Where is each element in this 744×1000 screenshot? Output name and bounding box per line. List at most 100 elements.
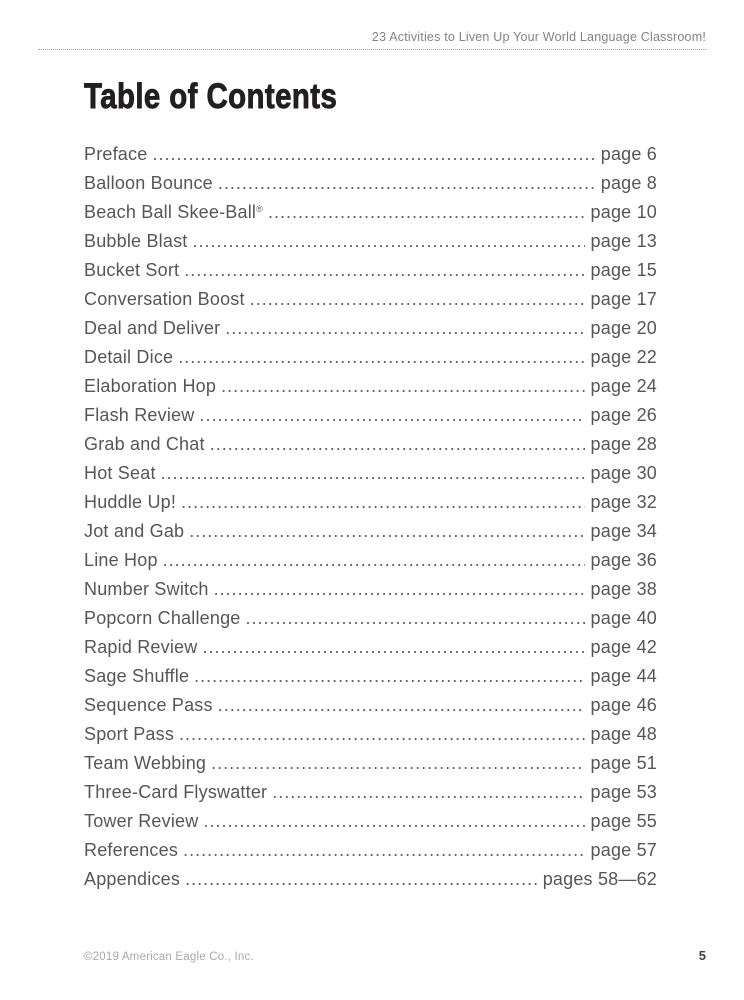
toc-entry-label: Deal and Deliver — [84, 318, 221, 338]
toc-entry-page: page 10 — [590, 202, 657, 222]
toc-entry-label: Detail Dice — [84, 347, 174, 367]
toc-dotted-leader: ........................................… — [225, 318, 585, 338]
toc-entry: Appendices .............................… — [84, 865, 657, 894]
toc-entry-page: page 42 — [590, 637, 657, 657]
toc-entry-page: page 51 — [590, 753, 657, 773]
toc-entry-page: page 28 — [590, 434, 657, 454]
toc-entry-label: Flash Review — [84, 405, 195, 425]
toc-entry-page: page 48 — [590, 724, 657, 744]
toc-dotted-leader: ........................................… — [217, 695, 585, 715]
toc-entry-label: Three-Card Flyswatter — [84, 782, 268, 802]
toc-entry: Preface ................................… — [84, 140, 657, 169]
toc-entry: Flash Review ...........................… — [84, 401, 657, 430]
toc-dotted-leader: ........................................… — [160, 463, 585, 483]
running-head: 23 Activities to Liven Up Your World Lan… — [38, 30, 706, 50]
toc-entry-page: page 22 — [590, 347, 657, 367]
toc-entry-label: Grab and Chat — [84, 434, 205, 454]
toc-entry-page: page 24 — [590, 376, 657, 396]
toc-entry: Rapid Review ...........................… — [84, 633, 657, 662]
toc-dotted-leader: ........................................… — [179, 724, 584, 744]
toc-entry-label: Conversation Boost — [84, 289, 245, 309]
toc-entry-label: References — [84, 840, 179, 860]
toc-entry-label: Preface — [84, 144, 148, 164]
toc-dotted-leader: ........................................… — [162, 550, 585, 570]
toc-entry-page: page 55 — [590, 811, 657, 831]
page-footer: ©2019 American Eagle Co., Inc. 5 — [84, 948, 706, 963]
toc-entry: Sport Pass .............................… — [84, 720, 657, 749]
toc-entry-page: page 6 — [600, 144, 657, 164]
toc-entry-page: page 38 — [590, 579, 657, 599]
toc-entry-page: page 40 — [590, 608, 657, 628]
toc-entry: Team Webbing ...........................… — [84, 749, 657, 778]
toc-entry-page: page 53 — [590, 782, 657, 802]
toc-entry: Sage Shuffle ...........................… — [84, 662, 657, 691]
toc-entry-page: page 57 — [590, 840, 657, 860]
toc-entry-page: page 32 — [590, 492, 657, 512]
toc-entry: Conversation Boost .....................… — [84, 285, 657, 314]
toc-entry-label: Team Webbing — [84, 753, 207, 773]
toc-entry-label: Bubble Blast — [84, 231, 188, 251]
toc-dotted-leader: ........................................… — [213, 579, 585, 599]
copyright-notice: ©2019 American Eagle Co., Inc. — [84, 951, 254, 963]
toc-entry-label: Huddle Up! — [84, 492, 177, 512]
toc-dotted-leader: ........................................… — [185, 869, 537, 889]
toc-entry-label: Bucket Sort — [84, 260, 180, 280]
toc-entry-label: Tower Review — [84, 811, 199, 831]
toc-entry: Detail Dice ............................… — [84, 343, 657, 372]
toc-dotted-leader: ........................................… — [267, 202, 585, 222]
toc-entry-label: Beach Ball Skee-Ball® — [84, 202, 263, 222]
toc-entry: Tower Review ...........................… — [84, 807, 657, 836]
toc-entry-page: page 15 — [590, 260, 657, 280]
toc-dotted-leader: ........................................… — [249, 289, 585, 309]
toc-entry-label: Rapid Review — [84, 637, 198, 657]
toc-entry: Three-Card Flyswatter ..................… — [84, 778, 657, 807]
toc-entry-label: Sage Shuffle — [84, 666, 190, 686]
toc-entry-label: Jot and Gab — [84, 521, 185, 541]
toc-entry-page: page 26 — [590, 405, 657, 425]
toc-dotted-leader: ........................................… — [152, 144, 595, 164]
toc-entry-page: page 8 — [600, 173, 657, 193]
toc-entry: Hot Seat ...............................… — [84, 459, 657, 488]
toc-list: Preface ................................… — [84, 140, 657, 894]
toc-entry-label: Sequence Pass — [84, 695, 213, 715]
toc-dotted-leader: ........................................… — [209, 434, 585, 454]
page-title: Table of Contents — [84, 77, 744, 116]
toc-entry-page: page 44 — [590, 666, 657, 686]
toc-entry: Bucket Sort ............................… — [84, 256, 657, 285]
toc-entry: Number Switch ..........................… — [84, 575, 657, 604]
toc-entry-label: Number Switch — [84, 579, 209, 599]
toc-dotted-leader: ........................................… — [202, 637, 584, 657]
toc-dotted-leader: ........................................… — [184, 260, 584, 280]
page-title-text: Table of Contents — [84, 77, 338, 116]
toc-entry: Bubble Blast ...........................… — [84, 227, 657, 256]
toc-dotted-leader: ........................................… — [181, 492, 584, 512]
toc-entry: Grab and Chat ..........................… — [84, 430, 657, 459]
toc-dotted-leader: ........................................… — [272, 782, 585, 802]
toc-entry: Jot and Gab ............................… — [84, 517, 657, 546]
toc-entry-label: Line Hop — [84, 550, 158, 570]
toc-entry-label: Elaboration Hop — [84, 376, 217, 396]
toc-dotted-leader: ........................................… — [203, 811, 584, 831]
toc-entry-page: page 20 — [590, 318, 657, 338]
toc-entry-page: page 46 — [590, 695, 657, 715]
toc-dotted-leader: ........................................… — [199, 405, 584, 425]
page-number: 5 — [698, 948, 706, 963]
toc-entry-label: Balloon Bounce — [84, 173, 213, 193]
toc-entry-page: page 13 — [590, 231, 657, 251]
toc-entry: Beach Ball Skee-Ball® ..................… — [84, 198, 657, 227]
toc-entry-page: page 17 — [590, 289, 657, 309]
toc-entry-label: Popcorn Challenge — [84, 608, 241, 628]
toc-dotted-leader: ........................................… — [178, 347, 584, 367]
toc-dotted-leader: ........................................… — [211, 753, 584, 773]
toc-entry-page: page 36 — [590, 550, 657, 570]
toc-entry-page: page 34 — [590, 521, 657, 541]
toc-entry-label: Hot Seat — [84, 463, 156, 483]
toc-entry-label: Sport Pass — [84, 724, 175, 744]
toc-entry: Line Hop ...............................… — [84, 546, 657, 575]
toc-entry: Sequence Pass ..........................… — [84, 691, 657, 720]
toc-entry-label: Appendices — [84, 869, 181, 889]
toc-dotted-leader: ........................................… — [217, 173, 595, 193]
toc-entry: Popcorn Challenge ......................… — [84, 604, 657, 633]
toc-entry: Deal and Deliver .......................… — [84, 314, 657, 343]
toc-dotted-leader: ........................................… — [194, 666, 585, 686]
